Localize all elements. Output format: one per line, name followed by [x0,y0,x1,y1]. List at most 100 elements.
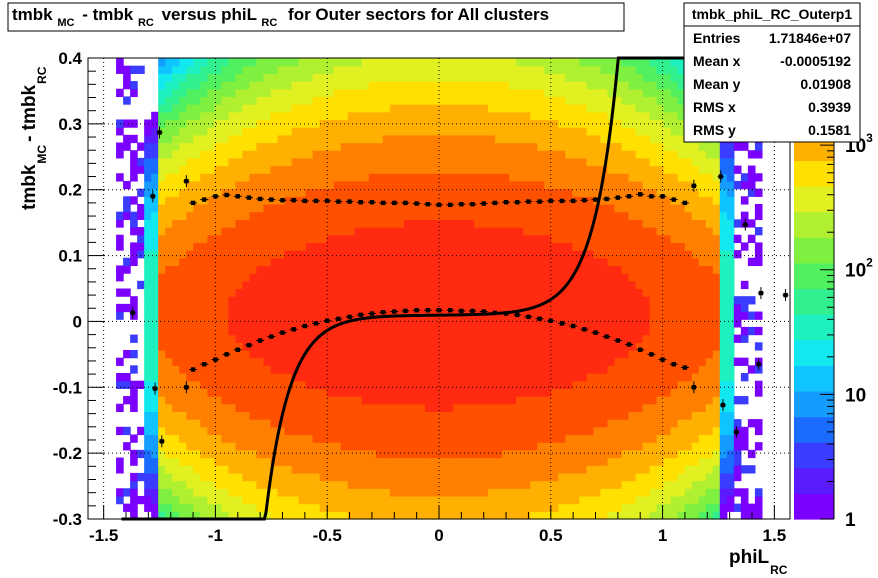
heatmap-cell [242,296,251,305]
heatmap-cell [495,434,503,443]
heatmap-cell [354,296,363,305]
heatmap-cell [635,242,644,251]
heatmap-cell [123,442,131,451]
heatmap-cell [340,342,349,351]
heatmap-cell [572,472,580,482]
heatmap-cell [249,150,258,159]
heatmap-cell [256,150,265,159]
heatmap-cell [417,88,426,98]
heatmap-cell [312,180,321,190]
heatmap-cell [523,250,531,259]
heatmap-cell [474,488,482,497]
heatmap-cell [228,349,237,359]
heatmap-cell [509,365,517,374]
heatmap-cell [614,403,623,413]
heatmap-cell [340,388,349,397]
heatmap-cell [165,211,173,220]
heatmap-cell [172,388,180,397]
heatmap-cell [642,134,651,144]
heatmap-cell [607,326,616,336]
heatmap-cell [600,303,609,313]
heatmap-cell [628,88,637,98]
heatmap-cell [382,250,391,259]
heatmap-cell [698,173,707,182]
heatmap-cell [502,319,510,328]
heatmap-cell [565,119,573,128]
heatmap-cell [635,180,644,190]
heatmap-cell [495,349,503,359]
heatmap-cell [572,58,580,67]
heatmap-cell [551,419,559,428]
heatmap-cell [347,165,356,174]
heatmap-cell [551,227,559,236]
heatmap-cell [410,288,419,297]
heatmap-cell [544,150,552,159]
heatmap-cell [572,488,580,497]
heatmap-cell [368,511,377,520]
heatmap-cell [347,119,356,128]
heatmap-cell [165,380,173,389]
heatmap-cell [572,242,580,251]
heatmap-cell [319,349,328,359]
heatmap-cell [579,104,588,113]
heatmap-cell [649,457,658,466]
heatmap-cell [649,119,658,128]
heatmap-cell [256,188,265,197]
heatmap-cell [221,211,229,220]
heatmap-cell [453,265,461,274]
heatmap-cell [326,257,335,267]
heatmap-cell [228,81,237,90]
heatmap-cell [530,396,538,405]
heatmap-cell [382,188,391,197]
heatmap-cell [481,111,489,121]
heatmap-cell [221,180,229,190]
heatmap-cell [130,511,138,520]
heatmap-cell [249,349,258,359]
heatmap-cell [593,349,602,359]
heatmap-cell [712,349,721,359]
heatmap-cell [193,142,201,151]
heatmap-cell [263,234,272,243]
heatmap-cell [544,365,552,374]
heatmap-cell [368,449,377,459]
heatmap-cell [705,434,714,443]
heatmap-cell [558,165,566,174]
heatmap-cell [298,411,307,420]
heatmap-cell [249,81,258,90]
heatmap-cell [277,380,286,389]
heatmap-cell [614,480,623,489]
heatmap-cell [340,334,349,343]
heatmap-cell [684,342,693,351]
heatmap-cell [509,234,517,243]
heatmap-cell [530,219,538,228]
heatmap-cell [551,319,559,328]
heatmap-cell [221,58,229,67]
heatmap-cell [488,127,496,136]
heatmap-cell [256,173,265,182]
heatmap-cell [579,211,588,220]
heatmap-cell [375,426,384,436]
heatmap-cell [263,180,272,190]
heatmap-cell [586,134,595,144]
heatmap-cell [291,257,300,267]
heatmap-cell [242,434,251,443]
heatmap-cell [572,96,580,105]
heatmap-cell [256,426,265,436]
heatmap-cell [389,188,398,197]
heatmap-cell [677,403,686,413]
heatmap-cell [382,219,391,228]
heatmap-cell [396,334,405,343]
heatmap-cell [424,373,433,382]
heatmap-cell [270,296,279,305]
heatmap-cell [298,503,307,512]
heatmap-cell [670,119,679,128]
heatmap-cell [228,311,237,320]
heatmap-cell [235,465,244,474]
heatmap-cell [481,503,489,512]
heatmap-cell [151,357,159,366]
heatmap-cell [291,334,300,343]
heatmap-cell [368,388,377,397]
heatmap-cell [368,334,377,343]
heatmap-cell [502,357,510,366]
heatmap-cell [249,211,258,220]
